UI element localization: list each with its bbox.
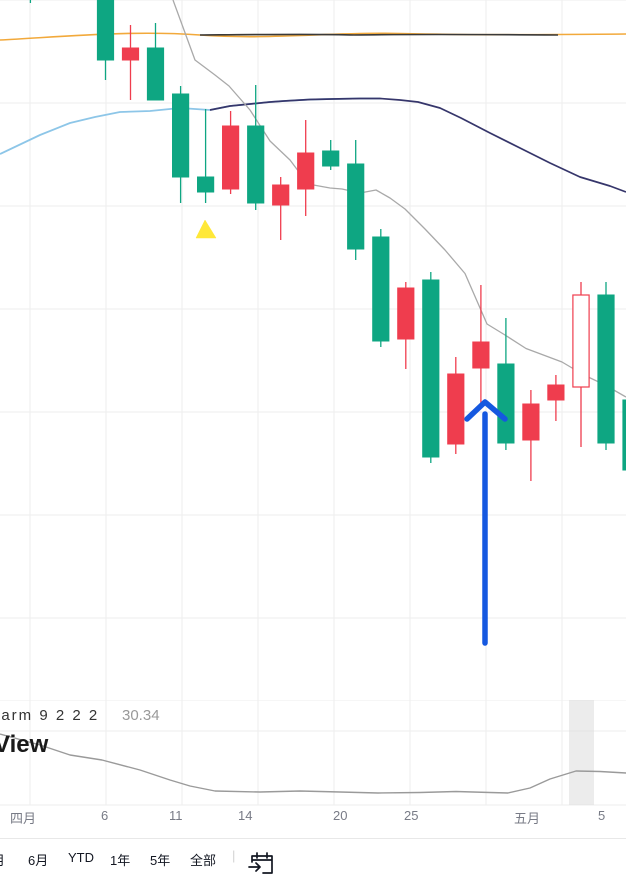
svg-text:larm 9 2 2 2: larm 9 2 2 2 [0, 707, 99, 724]
svg-text:30.34: 30.34 [122, 707, 160, 724]
svg-text:View: View [0, 731, 49, 758]
